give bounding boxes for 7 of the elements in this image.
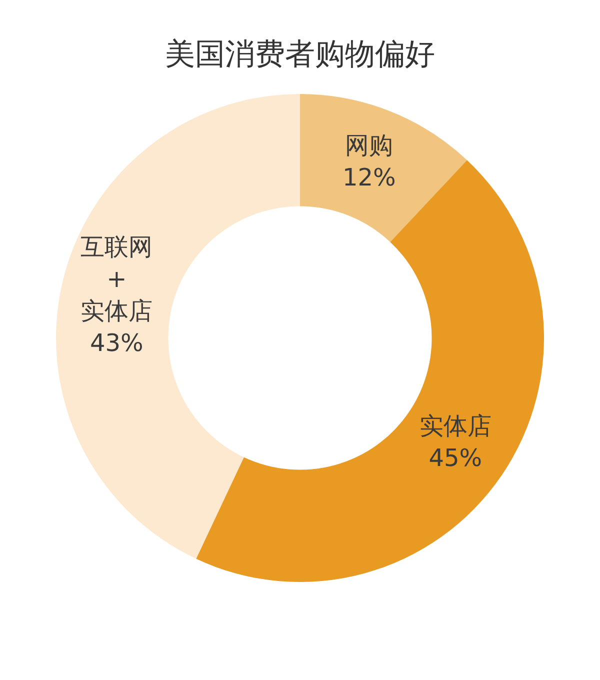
chart-title: 美国消费者购物偏好 <box>165 36 435 72</box>
slice-label: 网购 <box>345 132 394 160</box>
data-label: 12% <box>342 164 396 192</box>
data-label: 45% <box>428 444 482 472</box>
slice-label: 互联网 + 实体店 <box>80 233 153 326</box>
slice-label: 实体店 <box>419 412 492 440</box>
data-label: 43% <box>90 329 144 358</box>
